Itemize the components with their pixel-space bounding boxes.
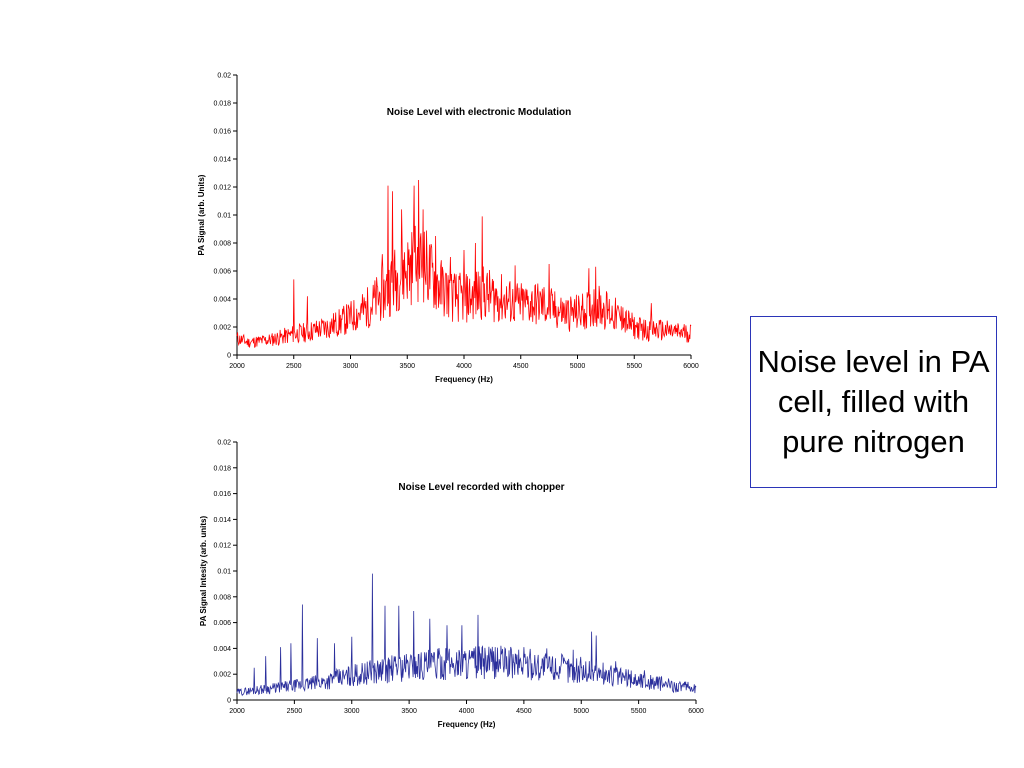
- x-tick-label: 3000: [343, 363, 359, 370]
- y-tick-label: 0.012: [213, 185, 231, 192]
- x-tick-label: 3500: [399, 363, 415, 370]
- y-tick-label: 0.02: [217, 73, 231, 80]
- chart-title: Noise Level recorded with chopper: [398, 482, 564, 493]
- x-tick-label: 4500: [516, 708, 532, 715]
- x-tick-label: 2500: [286, 363, 302, 370]
- y-tick-label: 0.012: [213, 543, 231, 550]
- x-tick-label: 4000: [459, 708, 475, 715]
- x-tick-label: 3000: [344, 708, 360, 715]
- y-tick-label: 0.004: [213, 646, 231, 653]
- x-tick-label: 6000: [688, 708, 704, 715]
- x-tick-label: 6000: [683, 363, 699, 370]
- x-axis-label: Frequency (Hz): [435, 375, 493, 384]
- series-line: [236, 179, 692, 348]
- chart-2: 0 0.002 0.004 0.006 0.008 0.01 0.012 0.014 0.016…: [199, 440, 704, 730]
- x-tick-label: 5500: [626, 363, 642, 370]
- x-tick-label: 5500: [631, 708, 647, 715]
- y-tick-label: 0.006: [213, 269, 231, 276]
- x-tick-label: 5000: [570, 363, 586, 370]
- y-tick-label: 0.008: [213, 241, 231, 248]
- x-tick-label: 2500: [287, 708, 303, 715]
- y-tick-label: 0.016: [213, 129, 231, 136]
- y-axis-label: PA Signal Intesity (arb. units): [199, 516, 208, 627]
- y-tick-label: 0.002: [213, 325, 231, 332]
- x-tick-label: 5000: [573, 708, 589, 715]
- y-tick-label: 0.004: [213, 297, 231, 304]
- y-tick-label: 0.016: [213, 491, 231, 498]
- x-tick-label: 4000: [456, 363, 472, 370]
- y-tick-label: 0.01: [217, 213, 231, 220]
- chart-title: Noise Level with electronic Modulation: [387, 107, 571, 118]
- x-tick-label: 3500: [401, 708, 417, 715]
- x-tick-label: 4500: [513, 363, 529, 370]
- note-text: Noise level in PA cell, filled with pure…: [757, 344, 990, 459]
- note-box: Noise level in PA cell, filled with pure…: [750, 316, 997, 488]
- y-tick-label: 0.018: [213, 465, 231, 472]
- y-tick-label: 0.018: [213, 101, 231, 108]
- y-tick-label: 0.008: [213, 594, 231, 601]
- y-tick-label: 0.014: [213, 517, 231, 524]
- chart-1: 0 0.002 0.004 0.006 0.008 0.01 0.012 0.014 0.016…: [197, 73, 699, 385]
- y-tick-label: 0: [227, 353, 231, 360]
- y-tick-label: 0.01: [217, 569, 231, 576]
- y-tick-label: 0: [227, 698, 231, 705]
- y-tick-label: 0.006: [213, 620, 231, 627]
- y-tick-label: 0.002: [213, 672, 231, 679]
- y-tick-label: 0.014: [213, 157, 231, 164]
- y-axis-label: PA Signal (arb. Units): [197, 174, 206, 255]
- y-tick-label: 0.02: [217, 440, 231, 447]
- x-tick-label: 2000: [229, 363, 245, 370]
- series-line: [236, 573, 697, 697]
- x-tick-label: 2000: [229, 708, 245, 715]
- x-axis-label: Frequency (Hz): [438, 720, 496, 729]
